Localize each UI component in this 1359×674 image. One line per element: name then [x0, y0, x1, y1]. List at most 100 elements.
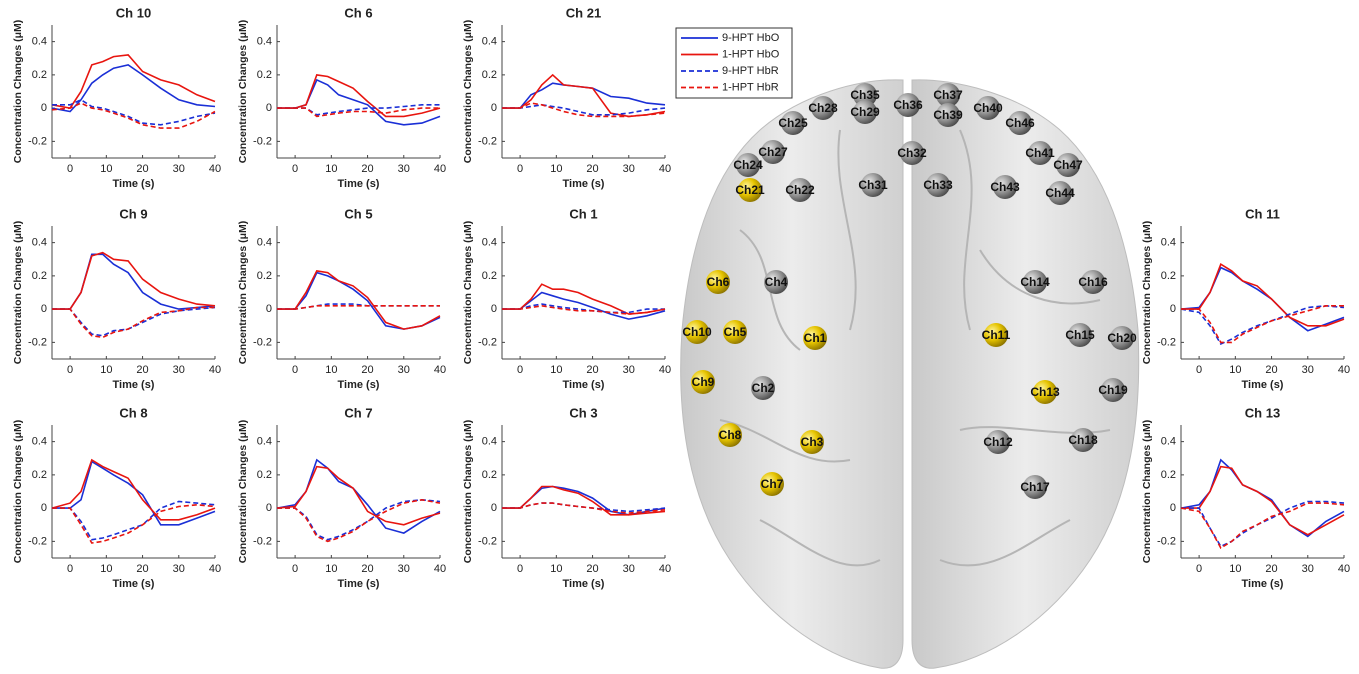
x-axis-label: Time (s): [563, 578, 605, 590]
channel-label: Ch6: [707, 275, 730, 289]
x-tick-label: 0: [292, 163, 298, 175]
y-tick-label: -0.2: [28, 336, 47, 348]
channel-label: Ch21: [735, 183, 765, 197]
line-chart: Ch 9Time (s)Concentration Changes (μM)-0…: [12, 206, 221, 390]
y-tick-label: -0.2: [478, 336, 497, 348]
x-tick-label: 30: [623, 563, 635, 575]
channel-label: Ch1: [804, 331, 827, 345]
x-tick-label: 20: [586, 563, 598, 575]
series-line: [502, 105, 665, 115]
x-tick-label: 20: [1265, 364, 1277, 376]
y-tick-label: 0: [1170, 502, 1176, 514]
y-tick-label: 0.2: [482, 69, 497, 81]
x-axis-label: Time (s): [1242, 578, 1284, 590]
x-tick-label: 0: [67, 563, 73, 575]
y-tick-label: 0.4: [32, 237, 47, 249]
x-tick-label: 0: [67, 364, 73, 376]
y-tick-label: 0.4: [482, 436, 497, 448]
y-axis-label: Concentration Changes (μM): [1141, 221, 1153, 365]
x-tick-label: 20: [361, 364, 373, 376]
channel-label: Ch33: [923, 178, 953, 192]
channel-label: Ch11: [982, 328, 1011, 342]
y-tick-label: 0.2: [482, 270, 497, 282]
x-tick-label: 30: [173, 563, 185, 575]
channel-label: Ch13: [1030, 385, 1060, 399]
y-tick-label: 0: [41, 303, 47, 315]
x-tick-label: 30: [623, 364, 635, 376]
x-axis-label: Time (s): [113, 379, 155, 391]
y-tick-label: 0.2: [482, 469, 497, 481]
y-tick-label: 0.4: [257, 36, 272, 48]
x-tick-label: 20: [361, 563, 373, 575]
channel-label: Ch4: [765, 275, 788, 289]
channel-label: Ch5: [724, 325, 747, 339]
x-tick-label: 10: [325, 364, 337, 376]
x-tick-label: 30: [398, 163, 410, 175]
x-tick-label: 10: [1229, 563, 1241, 575]
channel-label: Ch18: [1068, 433, 1098, 447]
channel-label: Ch46: [1005, 116, 1035, 130]
x-tick-label: 40: [434, 163, 446, 175]
y-axis-label: Concentration Changes (μM): [1141, 420, 1153, 564]
channel-label: Ch44: [1045, 186, 1075, 200]
series-line: [277, 306, 440, 309]
channel-label: Ch29: [850, 105, 880, 119]
line-chart: Ch 21Time (s)Concentration Changes (μM)-…: [462, 5, 671, 189]
y-tick-label: -0.2: [1157, 535, 1176, 547]
y-axis-label: Concentration Changes (μM): [462, 420, 474, 564]
y-tick-label: -0.2: [253, 336, 272, 348]
channel-label: Ch16: [1078, 275, 1108, 289]
y-axis-label: Concentration Changes (μM): [462, 221, 474, 365]
chart-title: Ch 1: [569, 206, 597, 221]
chart-title: Ch 21: [566, 5, 601, 20]
series-line: [277, 467, 440, 525]
x-tick-label: 10: [100, 163, 112, 175]
x-axis-label: Time (s): [563, 178, 605, 190]
channel-label: Ch37: [933, 88, 963, 102]
y-tick-label: -0.2: [28, 535, 47, 547]
channel-label: Ch19: [1098, 383, 1128, 397]
x-tick-label: 30: [1302, 364, 1314, 376]
series-line: [277, 75, 440, 117]
x-tick-label: 0: [517, 563, 523, 575]
channel-label: Ch20: [1107, 331, 1137, 345]
y-tick-label: 0.2: [32, 69, 47, 81]
chart-title: Ch 10: [116, 5, 151, 20]
channel-label: Ch39: [933, 108, 963, 122]
x-tick-label: 40: [434, 364, 446, 376]
line-chart: Ch 3Time (s)Concentration Changes (μM)-0…: [462, 405, 671, 589]
x-tick-label: 0: [67, 163, 73, 175]
series-line: [1181, 306, 1344, 343]
channel-label: Ch7: [761, 477, 784, 491]
y-tick-label: 0.4: [32, 36, 47, 48]
channel-label: Ch14: [1020, 275, 1050, 289]
y-axis-label: Concentration Changes (μM): [12, 420, 24, 564]
legend-label: 9-HPT HbO: [722, 32, 780, 44]
x-tick-label: 10: [325, 163, 337, 175]
y-tick-label: 0: [41, 102, 47, 114]
x-axis-label: Time (s): [113, 178, 155, 190]
y-tick-label: -0.2: [28, 135, 47, 147]
channel-label: Ch17: [1020, 480, 1050, 494]
series-line: [502, 503, 665, 513]
x-tick-label: 10: [550, 364, 562, 376]
chart-title: Ch 5: [344, 206, 372, 221]
chart-title: Ch 8: [119, 405, 147, 420]
legend-label: 1-HPT HbO: [722, 48, 780, 60]
chart-title: Ch 13: [1245, 405, 1280, 420]
x-tick-label: 20: [586, 364, 598, 376]
y-tick-label: 0.4: [257, 436, 272, 448]
channel-label: Ch15: [1065, 328, 1095, 342]
channel-label: Ch28: [808, 101, 838, 115]
x-axis-label: Time (s): [113, 578, 155, 590]
y-axis-label: Concentration Changes (μM): [12, 221, 24, 365]
x-tick-label: 40: [659, 364, 671, 376]
series-line: [502, 103, 665, 116]
x-tick-label: 40: [659, 163, 671, 175]
channel-label: Ch12: [983, 435, 1013, 449]
series-line: [502, 293, 665, 320]
x-tick-label: 10: [550, 563, 562, 575]
y-tick-label: 0.2: [1161, 469, 1176, 481]
